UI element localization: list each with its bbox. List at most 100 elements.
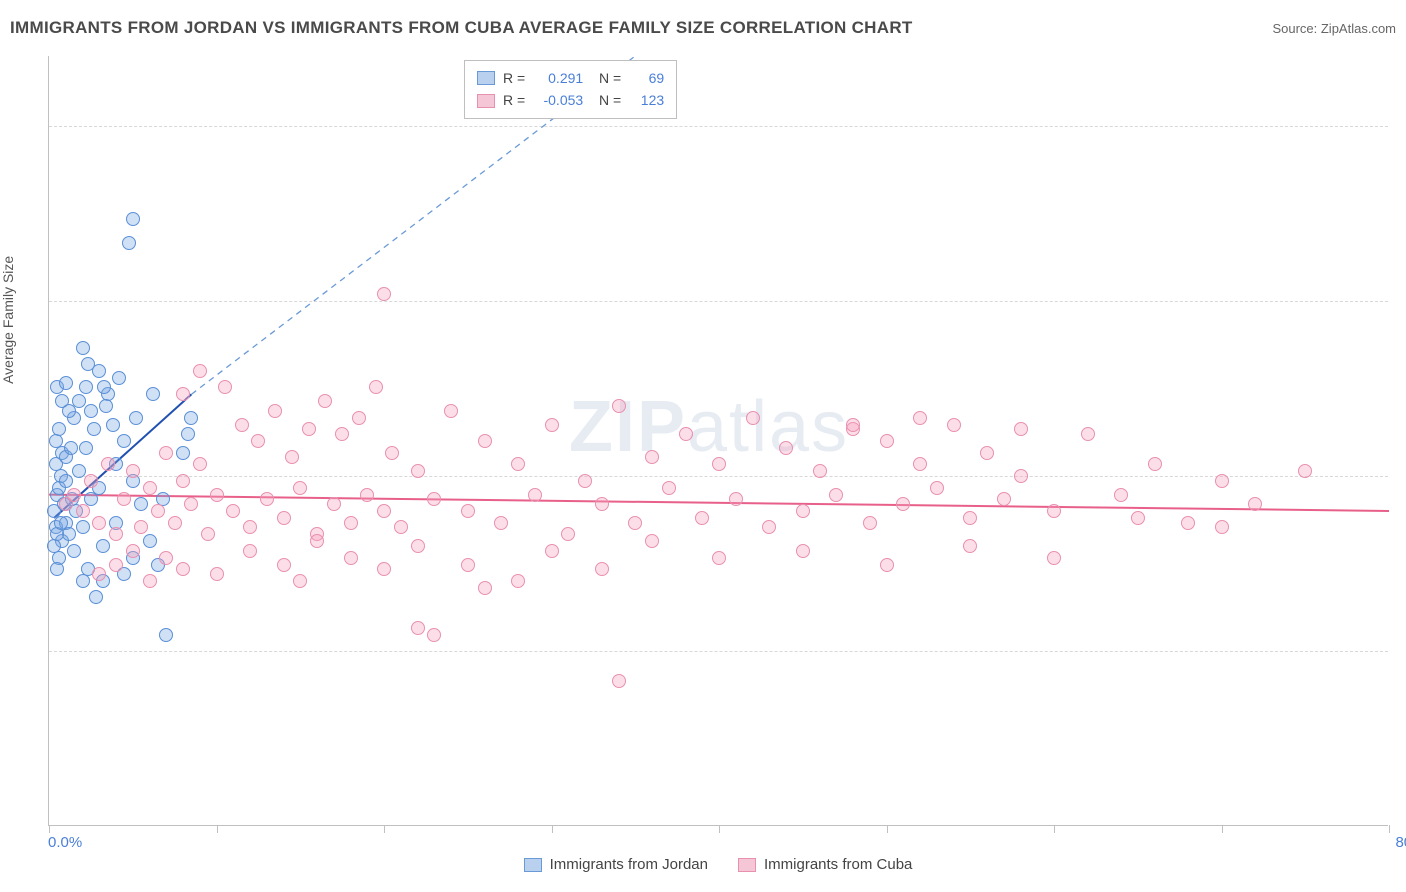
- plot-area: ZIPatlas 2.753.504.255.00: [48, 56, 1388, 826]
- scatter-marker: [67, 544, 81, 558]
- scatter-marker: [293, 574, 307, 588]
- scatter-marker: [76, 504, 90, 518]
- scatter-marker: [193, 457, 207, 471]
- scatter-marker: [159, 551, 173, 565]
- y-tick-label: 4.25: [1393, 294, 1406, 311]
- stats-row: R =-0.053 N =123: [477, 89, 664, 111]
- scatter-marker: [81, 357, 95, 371]
- scatter-marker: [863, 516, 877, 530]
- scatter-marker: [176, 474, 190, 488]
- scatter-marker: [427, 628, 441, 642]
- scatter-marker: [243, 544, 257, 558]
- legend-item: Immigrants from Jordan: [524, 856, 708, 873]
- scatter-marker: [327, 497, 341, 511]
- scatter-marker: [628, 516, 642, 530]
- stats-r-label: R =: [503, 89, 525, 111]
- scatter-marker: [1047, 504, 1061, 518]
- x-axis-start-label: 0.0%: [48, 834, 82, 851]
- scatter-marker: [695, 511, 709, 525]
- scatter-marker: [880, 434, 894, 448]
- scatter-marker: [913, 411, 927, 425]
- scatter-marker: [478, 434, 492, 448]
- scatter-marker: [52, 422, 66, 436]
- scatter-marker: [1081, 427, 1095, 441]
- scatter-marker: [89, 590, 103, 604]
- x-tick: [1222, 825, 1223, 833]
- scatter-marker: [930, 481, 944, 495]
- scatter-marker: [260, 492, 274, 506]
- scatter-marker: [54, 516, 68, 530]
- scatter-marker: [377, 287, 391, 301]
- x-tick: [719, 825, 720, 833]
- scatter-marker: [846, 418, 860, 432]
- x-tick: [887, 825, 888, 833]
- stats-row: R =0.291 N =69: [477, 67, 664, 89]
- scatter-marker: [511, 457, 525, 471]
- gridline: 4.25: [49, 301, 1388, 302]
- scatter-marker: [612, 399, 626, 413]
- scatter-marker: [59, 376, 73, 390]
- scatter-marker: [97, 380, 111, 394]
- scatter-marker: [461, 504, 475, 518]
- scatter-marker: [62, 404, 76, 418]
- scatter-marker: [184, 497, 198, 511]
- source-label: Source: ZipAtlas.com: [1272, 21, 1396, 36]
- stats-box: R =0.291 N =69R =-0.053 N =123: [464, 60, 677, 119]
- gridline: 2.75: [49, 651, 1388, 652]
- legend-swatch: [524, 858, 542, 872]
- scatter-marker: [411, 539, 425, 553]
- scatter-marker: [712, 551, 726, 565]
- scatter-marker: [218, 380, 232, 394]
- scatter-marker: [1215, 520, 1229, 534]
- scatter-marker: [1181, 516, 1195, 530]
- y-tick-label: 3.50: [1393, 469, 1406, 486]
- scatter-marker: [235, 418, 249, 432]
- scatter-marker: [143, 534, 157, 548]
- bottom-legend: Immigrants from Jordan Immigrants from Cu…: [48, 856, 1388, 873]
- scatter-marker: [762, 520, 776, 534]
- scatter-marker: [151, 504, 165, 518]
- x-tick: [217, 825, 218, 833]
- scatter-marker: [1248, 497, 1262, 511]
- scatter-marker: [181, 427, 195, 441]
- scatter-marker: [645, 534, 659, 548]
- scatter-marker: [461, 558, 475, 572]
- x-tick: [552, 825, 553, 833]
- scatter-marker: [134, 520, 148, 534]
- scatter-marker: [729, 492, 743, 506]
- scatter-marker: [79, 441, 93, 455]
- scatter-marker: [612, 674, 626, 688]
- scatter-marker: [112, 371, 126, 385]
- gridline: 5.00: [49, 126, 1388, 127]
- title-bar: IMMIGRANTS FROM JORDAN VS IMMIGRANTS FRO…: [10, 18, 1396, 38]
- x-axis-labels: 0.0% 80.0%: [48, 834, 1388, 854]
- scatter-marker: [1215, 474, 1229, 488]
- scatter-marker: [176, 562, 190, 576]
- scatter-marker: [243, 520, 257, 534]
- chart-title: IMMIGRANTS FROM JORDAN VS IMMIGRANTS FRO…: [10, 18, 913, 38]
- scatter-marker: [101, 457, 115, 471]
- stats-swatch: [477, 94, 495, 108]
- scatter-marker: [1148, 457, 1162, 471]
- scatter-marker: [645, 450, 659, 464]
- scatter-marker: [99, 399, 113, 413]
- scatter-marker: [377, 504, 391, 518]
- stats-n-value: 123: [629, 89, 664, 111]
- scatter-marker: [1131, 511, 1145, 525]
- scatter-marker: [1114, 488, 1128, 502]
- scatter-marker: [277, 558, 291, 572]
- x-tick: [1389, 825, 1390, 833]
- scatter-marker: [796, 544, 810, 558]
- scatter-marker: [129, 411, 143, 425]
- scatter-marker: [997, 492, 1011, 506]
- scatter-marker: [117, 434, 131, 448]
- scatter-marker: [64, 441, 78, 455]
- scatter-marker: [76, 341, 90, 355]
- scatter-marker: [511, 574, 525, 588]
- scatter-marker: [76, 520, 90, 534]
- scatter-marker: [176, 446, 190, 460]
- scatter-marker: [947, 418, 961, 432]
- y-tick-label: 2.75: [1393, 644, 1406, 661]
- scatter-marker: [662, 481, 676, 495]
- legend-label: Immigrants from Cuba: [764, 856, 912, 873]
